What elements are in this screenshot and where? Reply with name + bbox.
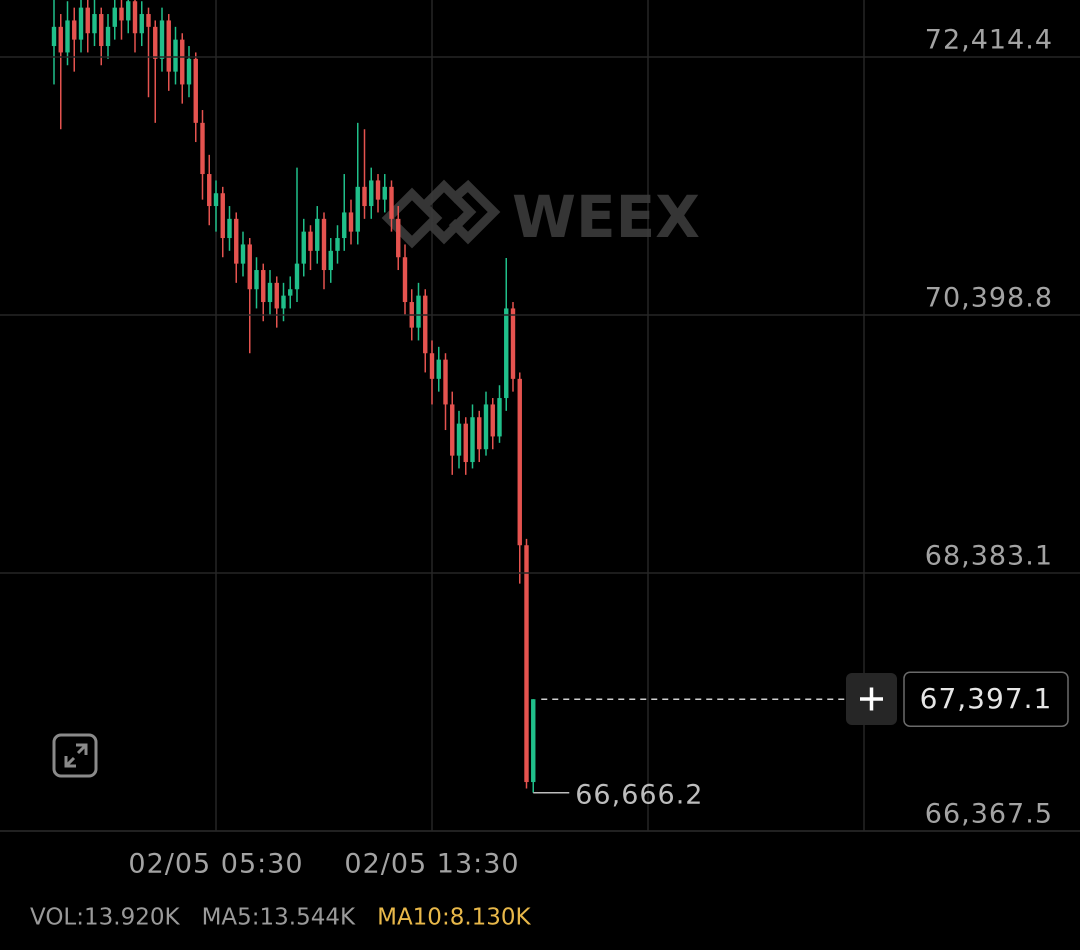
- candle-body: [531, 699, 536, 783]
- candle-body: [355, 186, 360, 232]
- candle-body: [220, 193, 225, 239]
- candle-body: [112, 7, 117, 27]
- last-price-tag: [903, 671, 1069, 727]
- low-marker-label: 66,666.2: [575, 779, 703, 810]
- candle-body: [348, 212, 354, 232]
- candle-body: [463, 423, 468, 463]
- candle-body: [254, 270, 259, 290]
- candle-body: [213, 193, 219, 207]
- candle-body: [58, 26, 63, 53]
- candle-body: [193, 58, 198, 123]
- candle-body: [429, 353, 435, 379]
- last-price-label: 67,397.1: [920, 682, 1053, 715]
- candle-body: [180, 39, 185, 85]
- candle-body: [396, 218, 401, 258]
- candle-body: [328, 250, 333, 271]
- candle-body: [99, 14, 104, 47]
- candle-body: [281, 295, 286, 309]
- candle-body: [308, 231, 313, 251]
- watermark: WEEX: [381, 179, 700, 251]
- indicator-label: VOL:13.920K: [30, 905, 180, 931]
- y-tick-label: 72,414.4: [925, 24, 1053, 55]
- candle-body: [288, 289, 293, 296]
- candle-body: [524, 545, 529, 783]
- candle-body: [132, 1, 138, 34]
- indicator-label: MA10:8.130K: [377, 905, 531, 931]
- candle-body: [227, 218, 232, 239]
- candle-body: [456, 423, 462, 456]
- x-tick-label: 02/05 05:30: [128, 849, 303, 880]
- candle-body: [517, 378, 522, 546]
- candle-body: [119, 7, 124, 21]
- candle-body: [139, 14, 144, 34]
- candle-body: [200, 122, 205, 175]
- y-tick-label: 70,398.8: [925, 282, 1053, 313]
- x-tick-label: 02/05 13:30: [344, 849, 519, 880]
- candle-body: [261, 270, 266, 303]
- candle-body: [389, 186, 394, 219]
- candle-body: [186, 58, 192, 85]
- candle-body: [490, 404, 495, 437]
- candle-body: [402, 257, 408, 303]
- candle-body: [85, 7, 90, 34]
- watermark-text: WEEX: [512, 183, 700, 251]
- candle-body: [375, 180, 381, 200]
- candle-body: [315, 218, 320, 251]
- add-order-button[interactable]: [846, 673, 897, 725]
- candle-body: [173, 39, 178, 72]
- candle-body: [65, 20, 70, 53]
- candle-body: [321, 218, 327, 271]
- candle-body: [247, 244, 252, 290]
- candle-body: [362, 186, 367, 207]
- candle-body: [274, 282, 279, 309]
- candle-body: [477, 417, 482, 450]
- candles: [51, 0, 536, 793]
- candle-body: [234, 218, 239, 264]
- candle-body: [450, 404, 455, 456]
- candle-body: [166, 20, 171, 72]
- candle-body: [497, 398, 502, 437]
- expand-frame[interactable]: [52, 733, 98, 778]
- candle-body: [146, 14, 151, 27]
- expand-icon[interactable]: [64, 743, 88, 768]
- candle-body: [483, 404, 489, 450]
- candle-body: [159, 20, 165, 59]
- candle-body: [301, 231, 306, 264]
- candle-body: [207, 174, 212, 207]
- candle-body: [382, 186, 387, 200]
- candle-body: [78, 7, 84, 40]
- candle-body: [510, 308, 516, 379]
- indicator-label: MA5:13.544K: [202, 905, 356, 931]
- candle-body: [294, 263, 300, 290]
- candle-body: [369, 180, 374, 207]
- candle-body: [126, 1, 131, 21]
- watermark-logo: [381, 179, 501, 249]
- candle-body: [443, 359, 448, 405]
- candle-body: [436, 359, 441, 379]
- candle-body: [423, 295, 428, 354]
- expand-button[interactable]: [52, 733, 98, 778]
- y-tick-label: 66,367.5: [925, 799, 1053, 830]
- candle-body: [504, 308, 509, 399]
- candle-body: [153, 26, 158, 59]
- candle-body: [342, 212, 347, 239]
- candle-body: [335, 238, 340, 251]
- candle-body: [416, 295, 421, 328]
- candle-body: [92, 14, 97, 34]
- candle-body: [267, 282, 273, 303]
- plus-icon[interactable]: [860, 687, 883, 711]
- candle-body: [470, 417, 475, 463]
- y-tick-label: 68,383.1: [925, 541, 1053, 572]
- grid-columns: [215, 0, 865, 831]
- candle-body: [105, 26, 111, 47]
- candle-body: [72, 20, 77, 40]
- candle-body: [240, 244, 246, 264]
- candle-body: [51, 26, 57, 47]
